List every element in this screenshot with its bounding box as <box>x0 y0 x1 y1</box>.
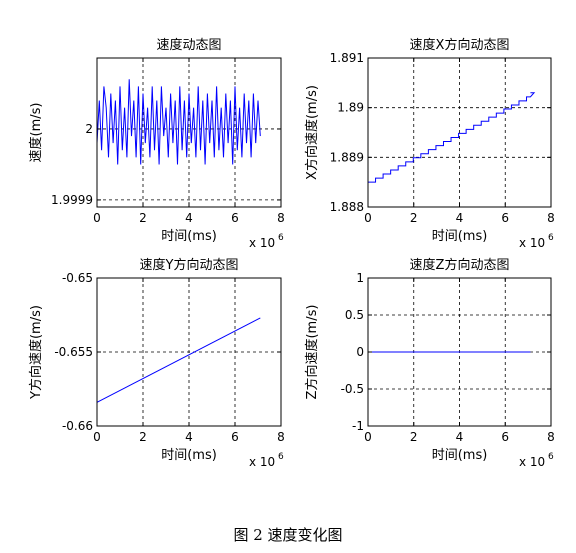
y-tick-label: 1.891 <box>330 51 364 65</box>
x-tick-label: 2 <box>410 430 418 444</box>
x-multiplier: x 10 <box>519 455 545 469</box>
y-axis-label: Y方向速度(m/s) <box>28 305 44 400</box>
series-line <box>96 317 261 403</box>
subplot-title: 速度Y方向动态图 <box>140 257 239 273</box>
x-multiplier: x 10 <box>519 236 545 250</box>
x-multiplier-exponent: 6 <box>548 233 554 243</box>
x-tick-label: 6 <box>501 211 509 225</box>
x-tick-label: 6 <box>231 211 239 225</box>
x-tick-label: 8 <box>277 211 285 225</box>
subplot-title: 速度动态图 <box>156 37 221 53</box>
x-tick-label: 0 <box>93 430 101 444</box>
x-tick-label: 2 <box>410 211 418 225</box>
y-tick-label: -0.66 <box>62 419 93 433</box>
y-tick-label: 1.89 <box>337 101 364 115</box>
x-multiplier: x 10 <box>249 236 275 250</box>
x-multiplier-exponent: 6 <box>278 233 284 243</box>
x-tick-label: 6 <box>231 430 239 444</box>
x-tick-label: 4 <box>185 211 193 225</box>
figure-caption: 图 2 速度变化图 <box>233 526 343 544</box>
y-axis-label: X方向速度(m/s) <box>304 85 320 180</box>
y-tick-label: 1.888 <box>330 200 364 214</box>
x-tick-label: 0 <box>364 430 372 444</box>
y-tick-label: 0 <box>356 345 364 359</box>
x-tick-label: 8 <box>277 430 285 444</box>
y-axis-label: 速度(m/s) <box>28 103 44 163</box>
x-tick-label: 2 <box>139 430 147 444</box>
x-tick-label: 4 <box>456 211 464 225</box>
x-tick-label: 4 <box>185 430 193 444</box>
x-axis-label: 时间(ms) <box>432 229 488 244</box>
y-axis-label: Z方向速度(m/s) <box>304 305 320 400</box>
x-tick-label: 6 <box>501 430 509 444</box>
y-tick-label: -1 <box>352 419 364 433</box>
x-multiplier: x 10 <box>249 455 275 469</box>
x-tick-label: 2 <box>139 211 147 225</box>
y-tick-label: 0.5 <box>345 308 364 322</box>
y-tick-label: 1 <box>356 271 364 285</box>
subplot-title: 速度X方向动态图 <box>410 37 510 53</box>
x-multiplier-exponent: 6 <box>278 452 284 462</box>
x-tick-label: 0 <box>364 211 372 225</box>
y-tick-label: -0.65 <box>62 271 93 285</box>
y-tick-label: 2 <box>85 122 93 136</box>
x-tick-label: 4 <box>456 430 464 444</box>
subplot-title: 速度Z方向动态图 <box>410 257 510 273</box>
y-tick-label: 1.9999 <box>51 193 93 207</box>
x-tick-label: 8 <box>547 430 555 444</box>
y-tick-label: -0.5 <box>341 382 364 396</box>
y-tick-label: -0.655 <box>54 345 93 359</box>
series-line <box>96 79 261 165</box>
x-tick-label: 0 <box>93 211 101 225</box>
x-axis-label: 时间(ms) <box>161 229 217 244</box>
x-axis-label: 时间(ms) <box>432 448 488 463</box>
y-tick-label: 1.889 <box>330 150 364 164</box>
series-line <box>368 92 536 183</box>
x-axis-label: 时间(ms) <box>161 448 217 463</box>
x-tick-label: 8 <box>547 211 555 225</box>
x-multiplier-exponent: 6 <box>548 452 554 462</box>
